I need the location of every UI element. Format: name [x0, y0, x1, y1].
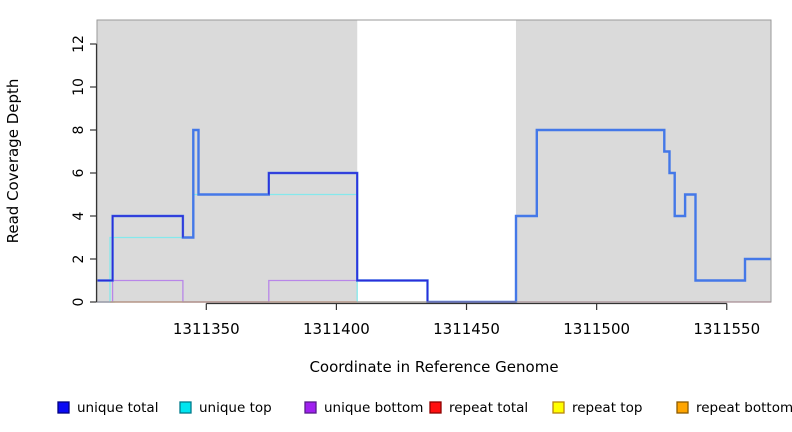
legend-label-repeat-bottom: repeat bottom	[696, 400, 792, 416]
legend-swatch-repeat-bottom	[676, 401, 689, 414]
legend-swatch-unique-top	[179, 401, 192, 414]
legend-label-unique-bottom: unique bottom	[324, 400, 423, 416]
legend-label-unique-total: unique total	[77, 400, 158, 416]
legend-swatch-unique-bottom	[304, 401, 317, 414]
y-tick-label: 8	[71, 126, 87, 135]
x-tick-label: 1311400	[303, 320, 370, 338]
x-axis-title: Coordinate in Reference Genome	[309, 358, 558, 376]
series-line-unique-total	[97, 215, 184, 282]
masked-region	[357, 20, 516, 302]
y-tick-label: 0	[71, 298, 87, 307]
legend-label-unique-top: unique top	[199, 400, 272, 416]
y-tick-label: 4	[71, 211, 87, 220]
legend-label-repeat-top: repeat top	[572, 400, 642, 416]
y-tick-label: 6	[71, 168, 87, 177]
x-tick-label: 1311550	[693, 320, 760, 338]
legend-swatch-unique-total	[57, 401, 70, 414]
y-tick-label: 12	[71, 35, 87, 53]
legend-label-repeat-total: repeat total	[449, 400, 528, 416]
legend-swatch-repeat-total	[429, 401, 442, 414]
y-tick-label: 2	[71, 255, 87, 264]
series-line-total-coverage-thick-bright-blue-not-in-legend-	[97, 128, 771, 304]
x-tick-label: 1311500	[563, 320, 630, 338]
y-axis-title: Read Coverage Depth	[4, 79, 22, 244]
y-tick-label: 10	[71, 78, 87, 96]
x-tick-label: 1311450	[433, 320, 500, 338]
x-tick-label: 1311350	[173, 320, 240, 338]
legend-swatch-repeat-top	[552, 401, 565, 414]
